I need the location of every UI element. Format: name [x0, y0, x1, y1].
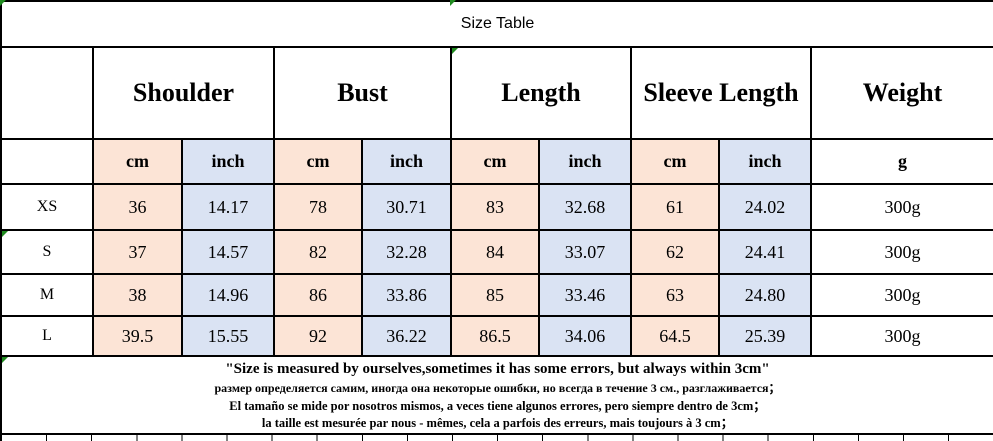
cell-l-bust-inch: 36.22 — [361, 315, 452, 357]
header-row: Shoulder Bust Length Sleeve Length Weigh… — [0, 46, 993, 140]
cell-l-shoulder-cm: 39.5 — [92, 315, 183, 357]
cell-s-length-inch: 33.07 — [538, 229, 632, 275]
cell-m-sleeve-cm: 63 — [630, 273, 720, 317]
disclaimer-cell: "Size is measured by ourselves,sometimes… — [0, 355, 993, 435]
cell-xs-sleeve-inch: 24.02 — [718, 183, 812, 231]
cell-s-sleeve-inch: 24.41 — [718, 229, 812, 275]
disclaimer-spanish: El tamaño se mide por nosotros mismos, a… — [229, 399, 766, 413]
cell-s-shoulder-cm: 37 — [92, 229, 183, 275]
col-header-length: Length — [450, 46, 632, 140]
table-row-xs: XS 36 14.17 78 30.71 83 32.68 61 24.02 3… — [0, 183, 993, 231]
col-header-sleeve-length: Sleeve Length — [630, 46, 812, 140]
unit-shoulder-inch: inch — [181, 138, 275, 185]
cell-xs-bust-cm: 78 — [273, 183, 363, 231]
page-title: Size Table — [0, 0, 993, 48]
size-label: XS — [0, 183, 94, 231]
cell-l-bust-cm: 92 — [273, 315, 363, 357]
footer-row: "Size is measured by ourselves,sometimes… — [0, 355, 993, 435]
unit-bust-cm: cm — [273, 138, 363, 185]
size-label: S — [0, 229, 94, 275]
col-header-bust: Bust — [273, 46, 452, 140]
cell-m-length-cm: 85 — [450, 273, 540, 317]
cell-xs-length-cm: 83 — [450, 183, 540, 231]
cell-xs-shoulder-inch: 14.17 — [181, 183, 275, 231]
col-header-weight: Weight — [809, 46, 993, 140]
cell-xs-sleeve-cm: 61 — [630, 183, 720, 231]
unit-shoulder-cm: cm — [92, 138, 183, 185]
size-label: M — [0, 273, 94, 317]
cell-s-shoulder-inch: 14.57 — [181, 229, 275, 275]
unit-length-cm: cm — [450, 138, 540, 185]
unit-sleeve-cm: cm — [630, 138, 720, 185]
cell-xs-weight: 300g — [809, 183, 993, 231]
cell-m-bust-inch: 33.86 — [361, 273, 452, 317]
cell-s-sleeve-cm: 62 — [630, 229, 720, 275]
corner-cell — [0, 46, 94, 140]
disclaimer-french: la taille est mesurée par nous - mêmes, … — [261, 416, 734, 430]
table-row-m: M 38 14.96 86 33.86 85 33.46 63 24.80 30… — [0, 273, 993, 317]
cell-l-weight: 300g — [809, 315, 993, 357]
cell-xs-bust-inch: 30.71 — [361, 183, 452, 231]
table-row-l: L 39.5 15.55 92 36.22 86.5 34.06 64.5 25… — [0, 315, 993, 357]
disclaimer-english: "Size is measured by ourselves,sometimes… — [225, 361, 770, 377]
cell-xs-length-inch: 32.68 — [538, 183, 632, 231]
cell-l-length-cm: 86.5 — [450, 315, 540, 357]
disclaimer-russian: размер определяется самим, иногда она не… — [214, 381, 781, 395]
col-header-shoulder: Shoulder — [92, 46, 275, 140]
cell-l-sleeve-cm: 64.5 — [630, 315, 720, 357]
clipped-grid-row — [0, 433, 993, 441]
title-row: Size Table — [0, 0, 993, 48]
cell-m-length-inch: 33.46 — [538, 273, 632, 317]
clipped-grid-cells — [0, 433, 993, 441]
cell-l-shoulder-inch: 15.55 — [181, 315, 275, 357]
cell-l-length-inch: 34.06 — [538, 315, 632, 357]
cell-s-length-cm: 84 — [450, 229, 540, 275]
cell-s-bust-inch: 32.28 — [361, 229, 452, 275]
cell-l-sleeve-inch: 25.39 — [718, 315, 812, 357]
unit-bust-inch: inch — [361, 138, 452, 185]
cell-m-weight: 300g — [809, 273, 993, 317]
cell-m-shoulder-inch: 14.96 — [181, 273, 275, 317]
units-corner-cell — [0, 138, 94, 185]
unit-length-inch: inch — [538, 138, 632, 185]
table-row-s: S 37 14.57 82 32.28 84 33.07 62 24.41 30… — [0, 229, 993, 275]
cell-xs-shoulder-cm: 36 — [92, 183, 183, 231]
cell-s-weight: 300g — [809, 229, 993, 275]
size-label: L — [0, 315, 94, 357]
cell-m-bust-cm: 86 — [273, 273, 363, 317]
unit-sleeve-inch: inch — [718, 138, 812, 185]
units-row: cm inch cm inch cm inch cm inch g — [0, 138, 993, 185]
cell-m-sleeve-inch: 24.80 — [718, 273, 812, 317]
unit-weight-g: g — [809, 138, 993, 185]
cell-m-shoulder-cm: 38 — [92, 273, 183, 317]
cell-s-bust-cm: 82 — [273, 229, 363, 275]
